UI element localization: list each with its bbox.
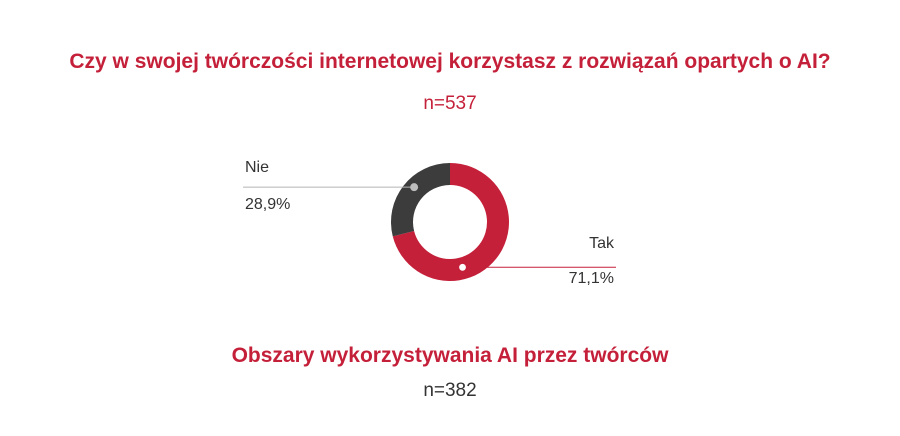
marker-tak — [457, 262, 468, 272]
donut-slice-nie — [391, 162, 450, 237]
chart-title: Czy w swojej twórczości internetowej kor… — [69, 50, 831, 73]
section-sample-size: n=382 — [423, 380, 477, 401]
sample-size: n=537 — [423, 93, 477, 114]
donut-slice-tak — [392, 163, 509, 281]
value-label-nie: 28,9% — [245, 196, 290, 213]
category-label-tak: Tak — [589, 235, 615, 252]
section-title: Obszary wykorzystywania AI przez twórców — [231, 344, 669, 367]
marker-nie — [410, 183, 419, 192]
value-label-tak: 71,1% — [569, 270, 614, 287]
category-label-nie: Nie — [245, 159, 269, 176]
